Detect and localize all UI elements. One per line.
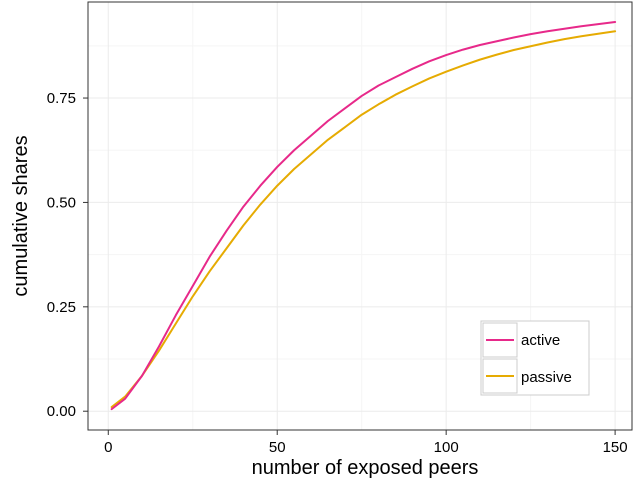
series-line-active (110, 21, 617, 411)
y-tick-label: 0.00 (47, 403, 76, 420)
series-line-passive (110, 30, 617, 409)
x-axis-title: number of exposed peers (252, 457, 479, 479)
y-axis: 0.00 0.25 0.50 0.75 (47, 90, 88, 420)
y-tick-label: 0.75 (47, 90, 76, 107)
x-tick-label: 0 (104, 439, 112, 456)
minor-gridlines (88, 2, 632, 430)
x-tick-label: 150 (603, 439, 628, 456)
x-tick-label: 50 (269, 439, 286, 456)
x-axis: 0 50 100 150 (104, 430, 628, 456)
y-tick-label: 0.25 (47, 299, 76, 316)
y-axis-title: cumulative shares (10, 135, 32, 296)
y-tick-label: 0.50 (47, 194, 76, 211)
series-lines (110, 21, 617, 411)
x-tick-label: 100 (434, 439, 459, 456)
plot-border (87, 1, 633, 431)
legend-label-active: active (521, 332, 560, 349)
legend-label-passive: passive (521, 369, 572, 386)
legend: active passive (480, 320, 590, 396)
